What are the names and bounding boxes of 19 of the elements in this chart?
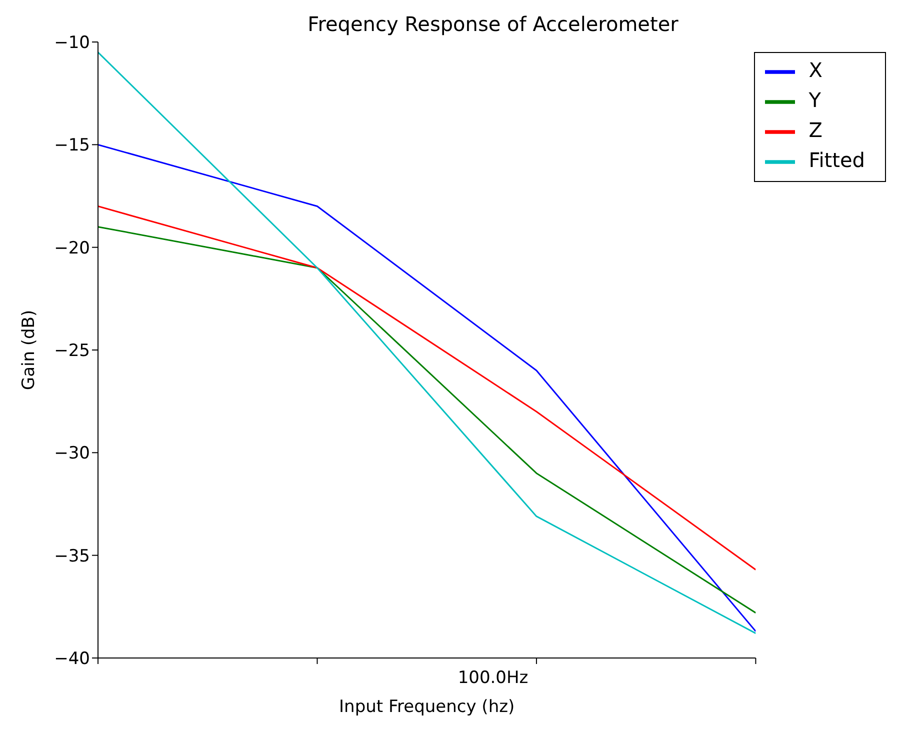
y-tick-label: −20 [54, 238, 90, 258]
legend-label: Z [808, 118, 822, 142]
y-axis-title: Gain (dB) [19, 310, 40, 390]
line-series [98, 52, 756, 634]
legend-label: X [808, 58, 822, 82]
line-series [98, 144, 756, 632]
y-tick-label: −25 [54, 341, 90, 362]
y-tick-label: −30 [54, 444, 90, 464]
line-series [98, 206, 756, 570]
chart-title: Freqency Response of Accelerometer [306, 12, 680, 36]
x-axis-title: Input Frequency (hz) [339, 697, 515, 717]
y-tick-label: −35 [54, 546, 90, 566]
legend-label: Y [808, 88, 821, 112]
legend-label: Fitted [808, 148, 865, 172]
y-tick-label: −40 [54, 649, 90, 670]
y-tick-label: −10 [54, 33, 90, 54]
text: 100.0Hz [456, 668, 530, 688]
line-series [98, 226, 756, 614]
y-tick-label: −15 [54, 136, 90, 156]
